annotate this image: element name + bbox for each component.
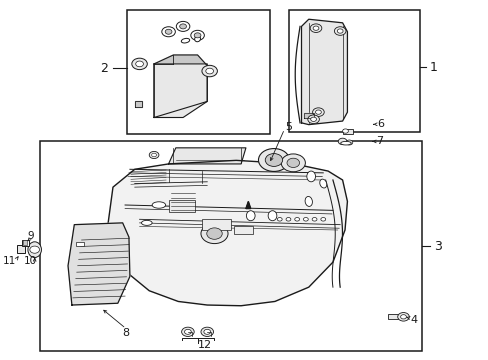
Circle shape: [201, 327, 213, 337]
Circle shape: [307, 115, 319, 123]
Circle shape: [136, 61, 143, 67]
Circle shape: [310, 117, 316, 121]
Bar: [17, 246, 24, 253]
Bar: [342, 129, 352, 134]
Circle shape: [149, 152, 159, 158]
Text: 9: 9: [27, 231, 34, 241]
Bar: [168, 200, 195, 212]
Circle shape: [400, 315, 406, 319]
Circle shape: [176, 21, 189, 31]
Circle shape: [309, 24, 321, 32]
Circle shape: [312, 108, 324, 116]
Circle shape: [281, 154, 305, 172]
Text: 12: 12: [197, 340, 211, 350]
Circle shape: [165, 29, 172, 34]
Circle shape: [320, 217, 325, 221]
Polygon shape: [154, 55, 207, 117]
Circle shape: [151, 153, 156, 157]
Polygon shape: [154, 64, 207, 117]
Ellipse shape: [141, 220, 152, 225]
Bar: [41, 141, 422, 351]
Circle shape: [30, 246, 40, 253]
Polygon shape: [168, 148, 245, 164]
Circle shape: [179, 24, 186, 29]
Circle shape: [194, 33, 201, 38]
Circle shape: [202, 65, 217, 77]
Ellipse shape: [28, 242, 41, 257]
Polygon shape: [304, 113, 313, 118]
Text: 1: 1: [429, 61, 437, 74]
Circle shape: [312, 26, 318, 30]
Circle shape: [190, 30, 204, 40]
Text: 6: 6: [377, 119, 384, 129]
Circle shape: [205, 68, 213, 74]
Circle shape: [184, 329, 191, 334]
Bar: [21, 240, 29, 246]
Bar: [23, 240, 27, 246]
Polygon shape: [301, 19, 346, 125]
Circle shape: [311, 217, 316, 221]
Circle shape: [285, 217, 290, 221]
Circle shape: [264, 154, 282, 166]
Text: 5: 5: [285, 122, 292, 132]
Circle shape: [315, 110, 321, 114]
Ellipse shape: [319, 179, 326, 188]
Text: 4: 4: [409, 315, 417, 325]
Circle shape: [338, 138, 346, 145]
Polygon shape: [68, 223, 130, 305]
Polygon shape: [105, 160, 346, 306]
Ellipse shape: [152, 202, 165, 208]
Circle shape: [286, 158, 299, 167]
Text: 7: 7: [376, 136, 383, 147]
Circle shape: [132, 58, 147, 69]
Circle shape: [206, 228, 222, 239]
Polygon shape: [135, 102, 142, 107]
Ellipse shape: [194, 36, 200, 42]
Circle shape: [203, 329, 210, 334]
Ellipse shape: [305, 197, 312, 206]
Text: 3: 3: [433, 240, 442, 253]
Circle shape: [294, 217, 299, 221]
Circle shape: [334, 27, 346, 35]
Circle shape: [342, 129, 347, 133]
Text: 8: 8: [122, 328, 129, 338]
Circle shape: [162, 27, 175, 37]
Text: 11: 11: [2, 256, 16, 266]
Circle shape: [277, 217, 282, 221]
Bar: [233, 226, 253, 234]
Circle shape: [337, 29, 343, 33]
Text: 2: 2: [100, 62, 108, 75]
Circle shape: [258, 149, 289, 171]
Bar: [127, 10, 269, 134]
Circle shape: [181, 327, 194, 337]
Circle shape: [397, 312, 408, 321]
Circle shape: [346, 140, 352, 145]
Bar: [76, 242, 84, 246]
Ellipse shape: [181, 39, 189, 43]
Ellipse shape: [306, 171, 315, 182]
Bar: [387, 314, 397, 319]
Polygon shape: [245, 202, 250, 208]
Text: 10: 10: [24, 256, 37, 266]
Ellipse shape: [246, 211, 255, 221]
Bar: [289, 10, 419, 132]
Ellipse shape: [340, 141, 350, 145]
Circle shape: [201, 224, 227, 244]
Circle shape: [303, 217, 307, 221]
Bar: [202, 219, 231, 230]
Ellipse shape: [267, 211, 276, 221]
